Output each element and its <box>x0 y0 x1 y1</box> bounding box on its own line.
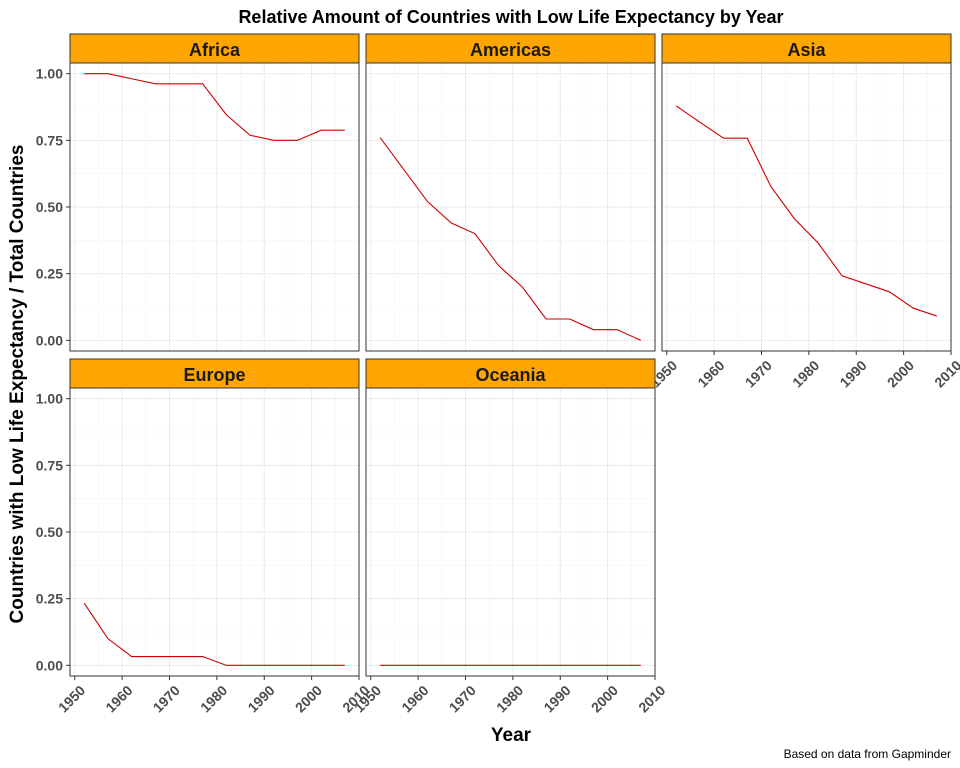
series-line-europe <box>83 602 345 666</box>
y-tick-label: 0.25 <box>36 591 63 607</box>
facet-panels: Africa 0.00 0.25 0.50 0.75 1.00 Americas Asia 19… <box>36 33 960 716</box>
facet-europe: Europe 0.00 0.25 0.50 0.75 1.00 1950 1960 1970 19… <box>36 358 373 716</box>
y-tick-label: 0.00 <box>36 332 63 348</box>
caption: Based on data from Gapminder <box>784 747 951 761</box>
x-tick-label: 2010 <box>635 682 668 715</box>
y-tick-label: 0.50 <box>36 199 63 215</box>
y-tick-label: 0.00 <box>36 657 63 673</box>
panel-border <box>661 62 952 352</box>
x-tick-label: 1970 <box>150 682 183 715</box>
panel-border <box>365 387 656 677</box>
facet-africa: Africa 0.00 0.25 0.50 0.75 1.00 <box>36 33 360 352</box>
y-axis-title: Countries with Low Life Expectancy / Tot… <box>7 145 28 624</box>
strip-label-europe: Europe <box>183 365 245 385</box>
x-tick-label: 2000 <box>884 357 917 390</box>
strip-label-africa: Africa <box>189 40 241 60</box>
x-axis-title: Year <box>491 725 532 746</box>
strip-africa <box>69 33 360 64</box>
y-tick-label: 0.75 <box>36 457 63 473</box>
series-line-americas <box>379 137 642 341</box>
x-tick-label: 1960 <box>398 682 431 715</box>
y-tick-label: 1.00 <box>36 66 63 82</box>
series-line-africa <box>84 73 345 141</box>
x-tick-label: 1990 <box>244 682 277 715</box>
x-tick-label: 1960 <box>102 682 135 715</box>
x-tick-label: 2010 <box>931 357 960 390</box>
x-tick-label: 1950 <box>55 682 88 715</box>
x-tick-label: 1980 <box>789 357 822 390</box>
strip-europe <box>69 358 360 389</box>
x-tick-label: 1990 <box>836 357 869 390</box>
x-tick-label: 1970 <box>446 682 479 715</box>
y-tick-label: 0.25 <box>36 266 63 282</box>
series-line-asia <box>675 105 937 317</box>
y-tick-label: 0.50 <box>36 524 63 540</box>
x-tick-label: 1980 <box>197 682 230 715</box>
x-tick-label: 2000 <box>292 682 325 715</box>
facet-americas: Americas <box>365 33 656 352</box>
y-tick-label: 0.75 <box>36 132 63 148</box>
y-tick-label: 1.00 <box>36 391 63 407</box>
strip-label-asia: Asia <box>787 40 826 60</box>
strip-label-oceania: Oceania <box>475 365 546 385</box>
strip-label-americas: Americas <box>470 40 551 60</box>
panel-border <box>365 62 656 352</box>
x-tick-label: 2000 <box>588 682 621 715</box>
chart-title: Relative Amount of Countries with Low Li… <box>238 7 783 27</box>
x-tick-label: 1990 <box>540 682 573 715</box>
x-tick-label: 1970 <box>742 357 775 390</box>
x-tick-label: 1980 <box>493 682 526 715</box>
x-tick-label: 1960 <box>694 357 727 390</box>
